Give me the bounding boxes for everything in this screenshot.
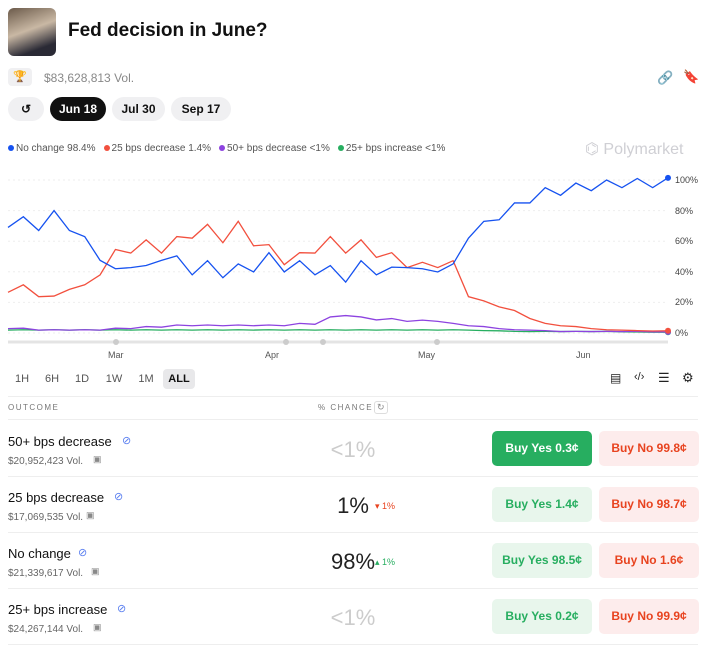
timeframe-1d[interactable]: 1D	[74, 373, 90, 385]
market-image	[8, 8, 56, 56]
series-endpoint	[665, 327, 671, 334]
chance-delta: ▴ 1%	[375, 557, 396, 567]
scrubber-marker[interactable]	[434, 339, 440, 345]
series-line-25-bps-decrease	[7, 220, 669, 332]
date-tab-jun18[interactable]: Jun 18	[50, 97, 106, 121]
price-chart[interactable]	[0, 170, 714, 360]
x-tick: Jun	[576, 350, 591, 360]
trophy-icon[interactable]: 🏆	[8, 68, 32, 86]
buy-no-button[interactable]: Buy No 1.6¢	[599, 543, 699, 578]
buy-yes-button[interactable]: Buy Yes 0.2¢	[492, 599, 592, 634]
divider	[8, 419, 698, 420]
outcome-name: No change	[8, 546, 71, 561]
timeframe-1m[interactable]: 1M	[138, 373, 154, 385]
buy-no-button[interactable]: Buy No 99.9¢	[599, 599, 699, 634]
outcome-header: OUTCOME	[8, 403, 60, 412]
date-tab-sep17[interactable]: Sep 17	[171, 97, 231, 121]
series-endpoint	[665, 174, 671, 181]
divider	[8, 532, 698, 533]
rewards-icon[interactable]: ⊘	[78, 547, 88, 559]
legend-item: No change 98.4%	[8, 143, 96, 154]
series-line-50-bps-decrease	[7, 314, 669, 333]
outcome-volume: $17,069,535 Vol.	[8, 512, 84, 523]
timeframe-6h[interactable]: 6H	[44, 373, 60, 385]
date-tab-jul30[interactable]: Jul 30	[112, 97, 165, 121]
buy-yes-button[interactable]: Buy Yes 1.4¢	[492, 487, 592, 522]
document-icon[interactable]: ▤	[610, 371, 622, 385]
gift-icon[interactable]: ▣	[93, 454, 102, 464]
y-tick: 80%	[675, 206, 694, 216]
chance-header: % CHANCE	[318, 403, 374, 412]
outcome-chance: 1%	[337, 493, 369, 518]
timeframe-1w[interactable]: 1W	[105, 373, 123, 385]
gift-icon[interactable]: ▣	[91, 566, 100, 576]
link-icon[interactable]: 🔗	[657, 70, 674, 85]
rewards-icon[interactable]: ⊘	[114, 491, 124, 503]
legend-item: 50+ bps decrease <1%	[219, 143, 330, 154]
buy-no-button[interactable]: Buy No 98.7¢	[599, 487, 699, 522]
divider	[8, 588, 698, 589]
chart-legend: No change 98.4% 25 bps decrease 1.4% 50+…	[8, 143, 445, 154]
timeframe-all[interactable]: ALL	[163, 369, 195, 389]
timeframe-1h[interactable]: 1H	[14, 373, 30, 385]
page-title: Fed decision in June?	[68, 20, 268, 41]
legend-item: 25+ bps increase <1%	[337, 143, 445, 154]
scrubber-marker[interactable]	[113, 339, 119, 345]
chance-delta: ▾ 1%	[375, 501, 396, 511]
outcome-name: 25+ bps increase	[8, 602, 108, 617]
divider	[8, 644, 698, 645]
outcome-name: 50+ bps decrease	[8, 434, 112, 449]
outcome-volume: $21,339,617 Vol.	[8, 568, 84, 579]
buy-no-button[interactable]: Buy No 99.8¢	[599, 431, 699, 466]
refresh-icon[interactable]: ↻	[374, 401, 388, 414]
y-tick: 20%	[675, 297, 694, 307]
scrubber-marker[interactable]	[283, 339, 289, 345]
rewards-icon[interactable]: ⊘	[122, 435, 132, 447]
gift-icon[interactable]: ▣	[86, 510, 95, 520]
rewards-icon[interactable]: ⊘	[117, 603, 127, 615]
y-tick: 0%	[675, 328, 689, 338]
sliders-icon[interactable]: ☰	[658, 370, 670, 385]
x-tick: May	[418, 350, 436, 360]
outcome-chance: <1%	[330, 605, 376, 630]
legend-item: 25 bps decrease 1.4%	[103, 143, 211, 154]
settings-icon[interactable]: ⚙	[682, 370, 694, 385]
x-tick: Mar	[108, 350, 124, 360]
outcome-volume: $20,952,423 Vol.	[8, 456, 84, 467]
divider	[8, 476, 698, 477]
history-button[interactable]: ↺	[8, 97, 44, 121]
outcome-volume: $24,267,144 Vol.	[8, 624, 84, 635]
total-volume: $83,628,813 Vol.	[44, 71, 135, 85]
gift-icon[interactable]: ▣	[93, 622, 102, 632]
outcome-name: 25 bps decrease	[8, 490, 105, 505]
divider	[8, 396, 698, 397]
buy-yes-button[interactable]: Buy Yes 98.5¢	[492, 543, 592, 578]
outcome-chance: <1%	[330, 437, 376, 462]
y-tick: 100%	[675, 175, 699, 185]
bookmark-icon[interactable]: 🔖	[683, 69, 700, 84]
y-tick: 40%	[675, 267, 694, 277]
series-line-no-change	[7, 177, 669, 284]
polymarket-watermark: ⌬ Polymarket	[585, 141, 684, 158]
scrubber-marker[interactable]	[320, 339, 326, 345]
x-tick: Apr	[265, 350, 280, 360]
outcome-chance: 98%	[330, 549, 376, 574]
buy-yes-button[interactable]: Buy Yes 0.3¢	[492, 431, 592, 466]
embed-icon[interactable]: ‹/›	[634, 371, 645, 383]
y-tick: 60%	[675, 236, 694, 246]
